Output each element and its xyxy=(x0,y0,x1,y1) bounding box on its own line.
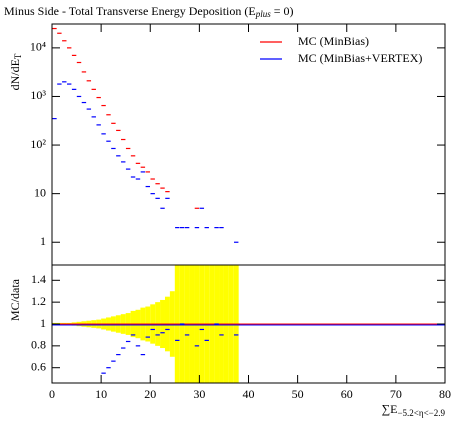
y-tick-label: 0.8 xyxy=(31,338,46,352)
title-end: = 0) xyxy=(271,4,294,18)
legend-label: MC (MinBias) xyxy=(298,34,369,48)
y-axis-label: dN/dET xyxy=(8,53,23,90)
x-tick-label: 30 xyxy=(193,387,205,401)
y-tick-label: 1 xyxy=(40,234,46,248)
x-tick-label: 80 xyxy=(439,387,451,401)
title-sub: plus xyxy=(255,9,272,19)
y-tick-label: 1.4 xyxy=(31,272,46,286)
x-tick-label: 10 xyxy=(95,387,107,401)
title-text: Minus Side - Total Transverse Energy Dep… xyxy=(4,4,256,18)
top-plot xyxy=(52,27,239,243)
y-axis-label: MC/data xyxy=(8,278,22,321)
y-tick-label: 10⁴ xyxy=(30,40,46,54)
x-label-text: ∑E xyxy=(382,402,398,416)
x-tick-label: 70 xyxy=(390,387,402,401)
ratio-plot xyxy=(52,265,445,383)
y-tick-label: 10² xyxy=(30,137,46,151)
y-label-sub: T xyxy=(13,53,23,59)
x-tick-label: 60 xyxy=(341,387,353,401)
legend-label: MC (MinBias+VERTEX) xyxy=(298,51,422,65)
y-tick-label: 1 xyxy=(40,316,46,330)
y-label-text: dN/dE xyxy=(8,59,22,90)
y-tick-label: 10³ xyxy=(30,88,46,102)
x-axis-label: ∑E−5.2<η<−2.9 xyxy=(382,402,446,418)
y-tick-label: 10 xyxy=(34,185,46,199)
x-tick-label: 40 xyxy=(243,387,255,401)
x-tick-label: 50 xyxy=(292,387,304,401)
x-tick-label: 20 xyxy=(144,387,156,401)
y-tick-label: 1.2 xyxy=(31,294,46,308)
chart-title: Minus Side - Total Transverse Energy Dep… xyxy=(4,4,293,19)
x-tick-label: 0 xyxy=(49,387,55,401)
y-tick-label: 0.6 xyxy=(31,359,46,373)
x-label-sub: −5.2<η<−2.9 xyxy=(397,408,445,418)
